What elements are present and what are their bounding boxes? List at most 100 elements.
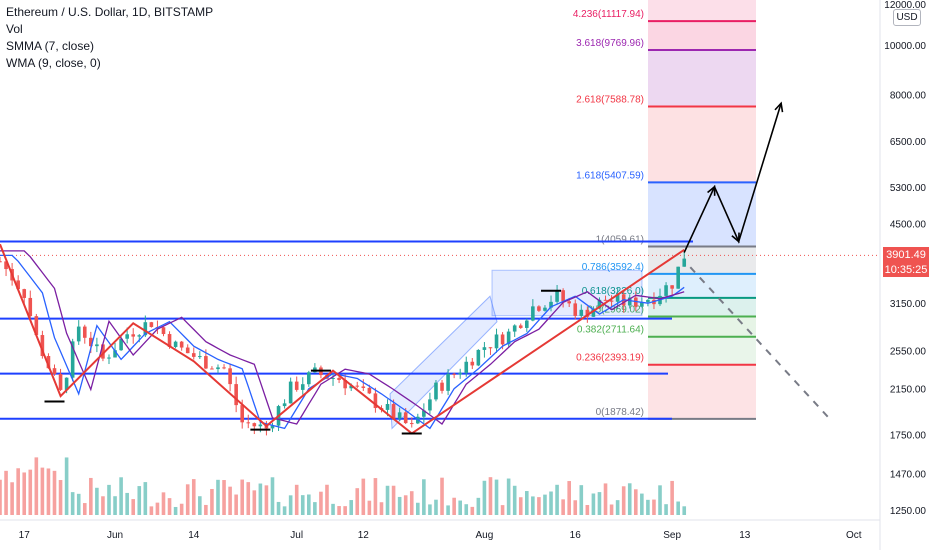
- candle-body: [470, 361, 475, 366]
- volume-bar: [125, 492, 129, 515]
- zigzag-line: [0, 243, 685, 435]
- smma-line: [0, 254, 685, 430]
- candle-body: [198, 356, 202, 358]
- candle-body: [161, 327, 166, 335]
- candle-body: [518, 325, 523, 328]
- candle-body: [137, 335, 142, 337]
- volume-bar: [331, 503, 335, 515]
- fib-level-label: 0.618(3226.0): [582, 286, 644, 297]
- volume-bar: [615, 500, 620, 515]
- volume-bar: [58, 480, 63, 515]
- candle-body: [422, 410, 426, 417]
- volume-bar: [300, 495, 305, 515]
- volume-bar: [258, 483, 263, 515]
- candle-body: [403, 412, 408, 424]
- volume-bar: [276, 501, 281, 515]
- candle-body: [185, 347, 190, 354]
- volume-bar: [664, 504, 668, 515]
- volume-bar: [549, 491, 553, 515]
- wma-line: [0, 250, 685, 425]
- fib-level-label: 2.618(7588.78): [576, 95, 644, 106]
- volume-bar: [409, 491, 414, 515]
- volume-bar: [603, 483, 608, 515]
- legend-smma[interactable]: SMMA (7, close): [6, 39, 95, 53]
- volume-bar: [531, 496, 535, 515]
- candle-body: [307, 372, 311, 385]
- volume-bar: [579, 485, 584, 515]
- legend-vol[interactable]: Vol: [6, 22, 23, 36]
- arrowhead-down: [731, 232, 740, 244]
- projection-path: [683, 103, 782, 253]
- volume-bar: [46, 468, 51, 515]
- candle-body: [252, 423, 257, 427]
- fib-level-label: 4.236(11117.94): [573, 9, 644, 20]
- candle-body: [676, 266, 680, 289]
- legend-symbol[interactable]: Ethereum / U.S. Dollar, 1D, BITSTAMP: [6, 5, 214, 19]
- candle-body: [385, 404, 390, 410]
- candle-body: [428, 399, 432, 411]
- price-tick-label: 3150.00: [890, 299, 927, 310]
- candle-body: [107, 357, 111, 359]
- candle-body: [525, 320, 529, 328]
- candle-body: [512, 325, 517, 332]
- volume-bar: [555, 484, 559, 515]
- price-tick-label: 1250.00: [890, 506, 927, 517]
- candle-body: [434, 382, 438, 400]
- volume-bar: [458, 500, 462, 515]
- candle-body: [282, 403, 287, 407]
- volume-bar: [240, 479, 245, 515]
- currency-badge[interactable]: USD: [893, 9, 921, 26]
- candle-body: [609, 300, 614, 302]
- time-tick-label: Jun: [107, 530, 123, 541]
- candle-body: [76, 326, 81, 342]
- candle-body: [222, 367, 226, 369]
- candle-body: [95, 344, 99, 347]
- fib-zone: [648, 297, 756, 317]
- candle-body: [531, 306, 535, 321]
- fib-level-label: 0.5(2969.02): [587, 304, 644, 315]
- candle-body: [52, 368, 57, 374]
- candle-body: [537, 306, 541, 311]
- volume-bar: [0, 479, 2, 515]
- volume-bar: [446, 505, 450, 515]
- fib-zone: [648, 336, 756, 365]
- price-tick-label: 2550.00: [890, 346, 927, 357]
- volume-bar: [137, 486, 142, 515]
- volume-bar: [70, 492, 75, 515]
- volume-bar: [355, 488, 360, 515]
- volume-bar: [179, 503, 184, 515]
- fib-level-label: 1.618(5407.59): [576, 170, 644, 181]
- volume-bar: [161, 492, 166, 515]
- volume-bar: [597, 492, 602, 515]
- volume-bar: [573, 500, 578, 515]
- volume-bar: [264, 485, 269, 515]
- candle-body: [28, 297, 33, 317]
- candle-body: [82, 326, 87, 338]
- candle-body: [258, 424, 263, 427]
- time-tick-label: 12: [358, 530, 370, 541]
- fib-level-label: 0.786(3592.4): [582, 262, 644, 273]
- volume-bar: [167, 498, 172, 515]
- price-tick-label: 10000.00: [884, 41, 926, 52]
- candle-body: [603, 299, 608, 301]
- volume-bar: [40, 467, 45, 515]
- candle-body: [101, 344, 105, 359]
- volume-bar: [385, 485, 390, 515]
- candle-body: [34, 316, 39, 336]
- countdown-tag: 10:35:25: [883, 263, 929, 277]
- candle-body: [270, 425, 275, 429]
- candle-body: [294, 381, 299, 390]
- legend-wma[interactable]: WMA (9, close, 0): [6, 56, 101, 70]
- volume-bar: [585, 504, 590, 515]
- price-tick-label: 12000.00: [884, 0, 926, 11]
- volume-bar: [543, 494, 547, 515]
- candle-body: [228, 368, 232, 385]
- volume-bar: [464, 504, 469, 515]
- candle-body: [373, 393, 378, 409]
- volume-bar: [670, 480, 674, 515]
- candle-body: [46, 355, 51, 369]
- time-tick-label: Jul: [290, 530, 303, 541]
- time-tick-label: 17: [19, 530, 31, 541]
- volume-bar: [391, 485, 396, 515]
